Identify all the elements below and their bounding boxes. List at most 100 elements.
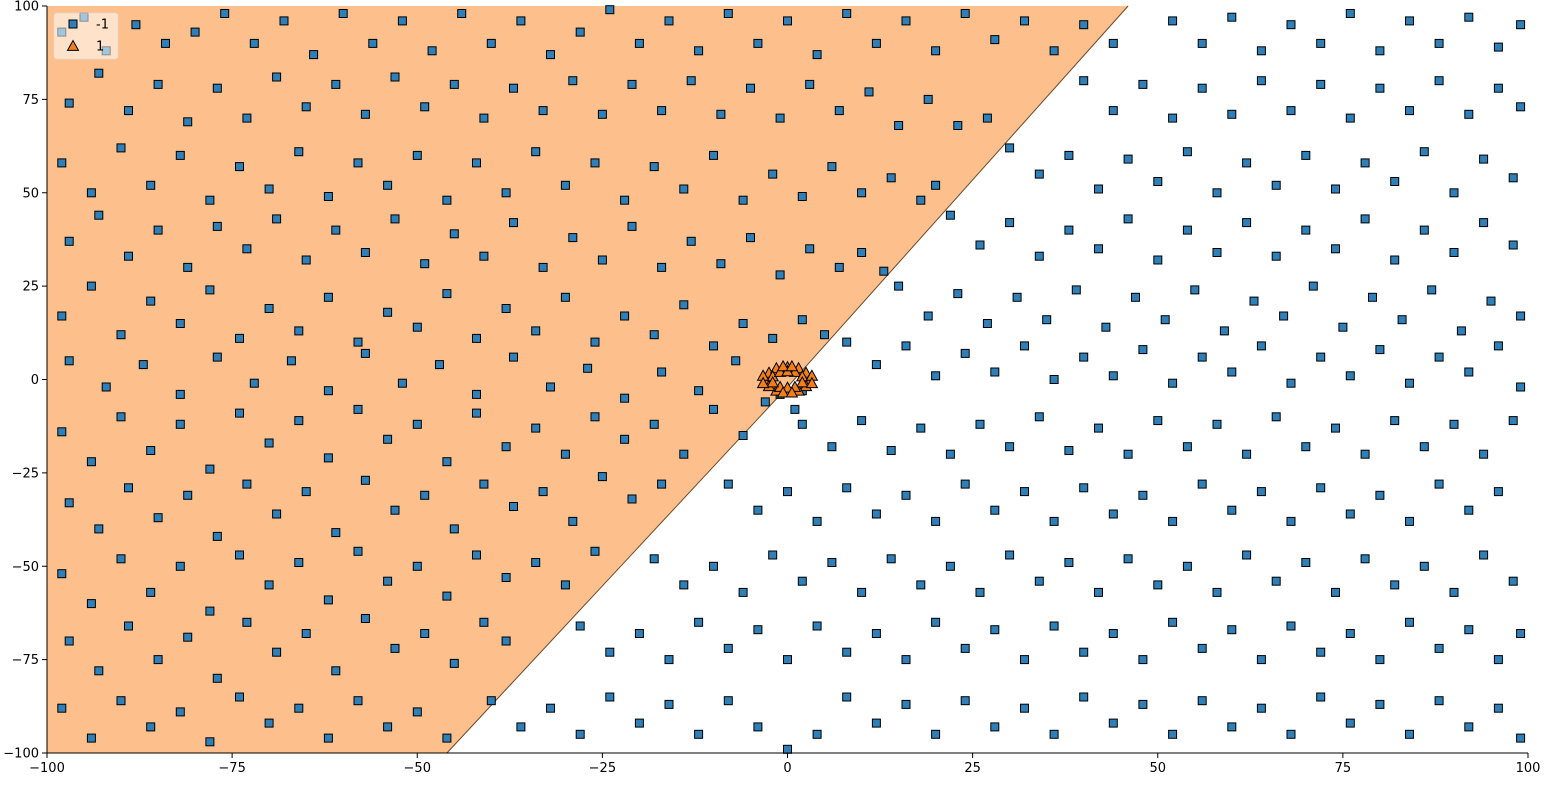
- marker-square: [1375, 46, 1385, 56]
- marker-square: [1331, 423, 1340, 433]
- marker-square: [323, 386, 333, 396]
- marker-square: [301, 102, 311, 112]
- marker-square: [842, 9, 852, 18]
- marker-square: [857, 416, 867, 426]
- marker-square: [323, 733, 333, 743]
- marker-square: [575, 621, 585, 631]
- marker-square: [1256, 655, 1266, 665]
- marker-square: [1316, 79, 1326, 89]
- marker-square: [1020, 655, 1029, 665]
- marker-square: [597, 109, 607, 119]
- marker-square: [797, 192, 807, 201]
- marker-square: [116, 330, 126, 340]
- marker-square: [901, 490, 911, 500]
- marker-square: [175, 419, 185, 429]
- marker-square: [746, 233, 755, 243]
- marker-square: [1279, 311, 1289, 321]
- marker-square: [353, 158, 363, 168]
- marker-square: [205, 285, 215, 295]
- marker-square: [86, 599, 96, 609]
- marker-square: [412, 561, 422, 571]
- marker-square: [1227, 367, 1237, 377]
- marker-square: [738, 195, 748, 205]
- marker-square: [1079, 647, 1089, 657]
- marker-square: [805, 244, 815, 254]
- marker-square: [894, 281, 904, 291]
- marker-square: [679, 580, 689, 590]
- marker-triangle: [756, 376, 770, 389]
- marker-square: [175, 561, 185, 571]
- marker-square: [753, 625, 763, 635]
- marker-triangle: [766, 375, 780, 388]
- marker-square: [242, 617, 252, 627]
- marker-square: [1464, 12, 1474, 22]
- marker-square: [1049, 375, 1059, 384]
- marker-square: [1331, 587, 1340, 597]
- marker-square: [871, 629, 881, 638]
- marker-square: [990, 722, 1000, 732]
- marker-square: [768, 550, 778, 560]
- marker-square: [1493, 42, 1503, 52]
- marker-square: [916, 580, 926, 590]
- marker-square: [235, 550, 244, 560]
- marker-square: [590, 546, 600, 556]
- marker-square: [990, 35, 1000, 45]
- marker-square: [153, 79, 163, 89]
- marker-square: [457, 9, 467, 18]
- marker-square: [531, 558, 541, 567]
- marker-square: [931, 729, 941, 739]
- marker-square: [1168, 516, 1178, 526]
- marker-square: [827, 558, 837, 567]
- marker-square: [183, 262, 193, 272]
- marker-square: [657, 106, 667, 116]
- marker-square: [1286, 20, 1296, 30]
- series-1: [756, 359, 819, 398]
- marker-square: [1256, 76, 1266, 86]
- marker-square: [294, 416, 304, 426]
- marker-square: [64, 98, 74, 108]
- marker-square: [760, 397, 770, 407]
- marker-square: [1227, 109, 1237, 119]
- marker-square: [649, 162, 659, 172]
- marker-square: [1271, 412, 1281, 422]
- marker-square: [1405, 617, 1414, 627]
- marker-square: [1419, 225, 1429, 235]
- marker-square: [709, 150, 718, 160]
- marker-square: [1301, 442, 1311, 452]
- marker-square: [1271, 180, 1281, 190]
- marker-square: [546, 50, 555, 60]
- marker-square: [768, 169, 778, 179]
- marker-square: [390, 643, 400, 653]
- marker-square: [101, 382, 111, 392]
- marker-square: [575, 729, 585, 739]
- marker-square: [1168, 617, 1178, 627]
- marker-square: [1108, 718, 1118, 728]
- marker-square: [679, 300, 689, 310]
- marker-square: [1508, 576, 1518, 586]
- marker-square: [449, 79, 459, 89]
- y-tick-label: 100: [14, 0, 39, 15]
- marker-square: [235, 333, 244, 343]
- marker-square: [153, 655, 163, 665]
- marker-square: [531, 326, 541, 336]
- marker-square: [57, 311, 67, 321]
- marker-square: [472, 550, 481, 560]
- marker-square: [1286, 106, 1296, 116]
- marker-square: [412, 419, 422, 429]
- marker-square: [686, 76, 696, 86]
- marker-square: [834, 262, 844, 272]
- y-tick-label: 25: [22, 280, 39, 295]
- marker-square: [1434, 643, 1444, 653]
- marker-square: [664, 655, 674, 665]
- marker-square: [1064, 225, 1074, 235]
- marker-square: [1316, 647, 1326, 657]
- marker-square: [1345, 629, 1355, 638]
- marker-square: [412, 322, 422, 332]
- marker-square: [1242, 158, 1252, 168]
- marker-square: [1464, 625, 1474, 635]
- marker-square: [716, 259, 726, 269]
- marker-square: [1449, 419, 1459, 429]
- marker-square: [1390, 177, 1400, 186]
- marker-square: [901, 655, 911, 665]
- marker-square: [1256, 46, 1266, 56]
